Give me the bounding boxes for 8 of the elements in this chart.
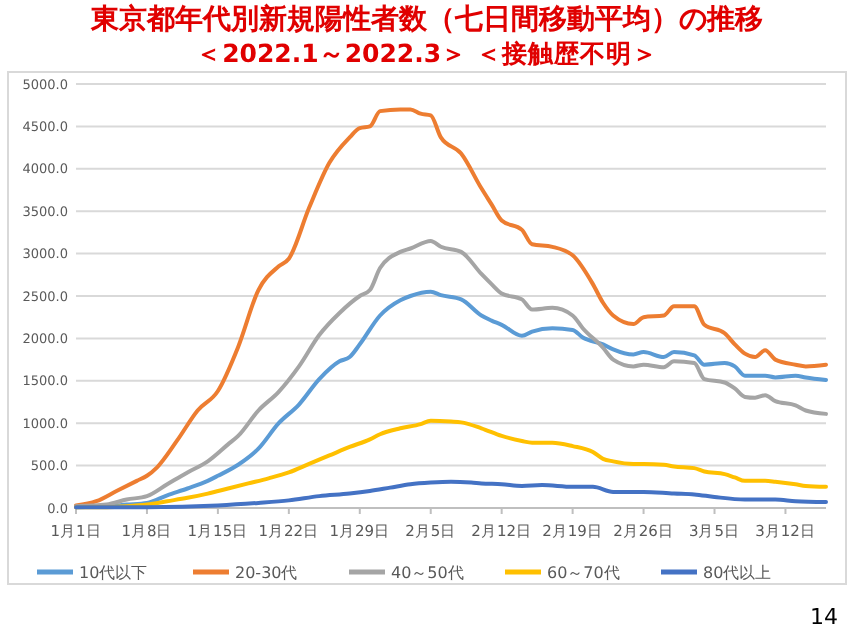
text: 14: [810, 604, 838, 630]
legend-label: 10代以下: [79, 563, 148, 582]
chart-subtitle: ＜2022.1～2022.3＞ ＜接触歴不明＞: [196, 38, 658, 68]
legend-label: 60～70代: [547, 563, 620, 582]
legend-label: 40～50代: [391, 563, 464, 582]
legend-label: 20-30代: [235, 563, 298, 582]
chart-title: 東京都年代別新規陽性者数（七日間移動平均）の推移: [89, 2, 763, 36]
legend-label: 80代以上: [703, 563, 772, 582]
